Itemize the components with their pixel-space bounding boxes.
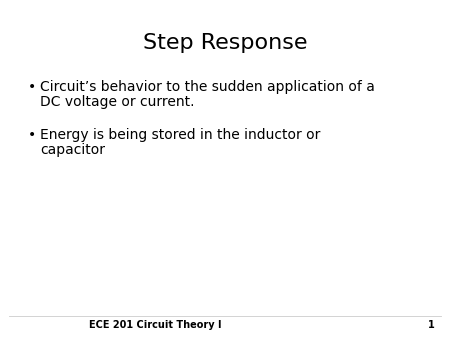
Text: ECE 201 Circuit Theory I: ECE 201 Circuit Theory I bbox=[89, 320, 221, 330]
Text: •: • bbox=[28, 80, 36, 94]
Text: Energy is being stored in the inductor or: Energy is being stored in the inductor o… bbox=[40, 128, 320, 142]
Text: •: • bbox=[28, 128, 36, 142]
Text: capacitor: capacitor bbox=[40, 143, 105, 157]
Text: DC voltage or current.: DC voltage or current. bbox=[40, 95, 194, 109]
Text: Circuit’s behavior to the sudden application of a: Circuit’s behavior to the sudden applica… bbox=[40, 80, 375, 94]
Text: 1: 1 bbox=[428, 320, 435, 330]
Text: Step Response: Step Response bbox=[143, 33, 307, 53]
